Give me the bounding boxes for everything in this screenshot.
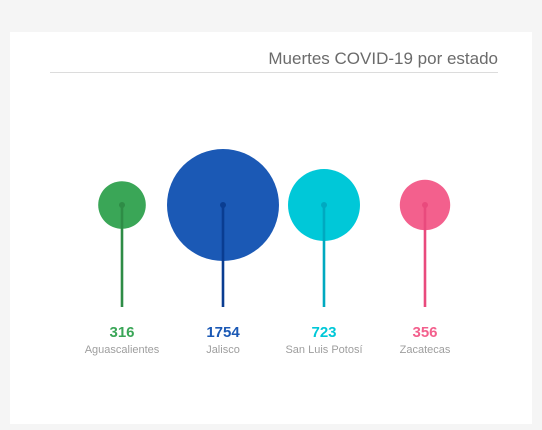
category-label-1: Jalisco [206,344,240,356]
bubble-center-dot-2 [321,202,327,208]
value-label-3: 356 [412,324,437,341]
category-label-0: Aguascalientes [85,344,160,356]
bubble-center-dot-3 [422,202,428,208]
chart-title: Muertes COVID-19 por estado [268,49,498,68]
value-label-0: 316 [109,324,134,341]
bubble-center-dot-0 [119,202,125,208]
category-label-2: San Luis Potosí [285,344,362,356]
bubble-center-dot-1 [220,202,226,208]
value-label-2: 723 [311,324,336,341]
title-divider [50,72,498,73]
category-label-3: Zacatecas [400,344,451,356]
value-label-1: 1754 [206,324,240,341]
